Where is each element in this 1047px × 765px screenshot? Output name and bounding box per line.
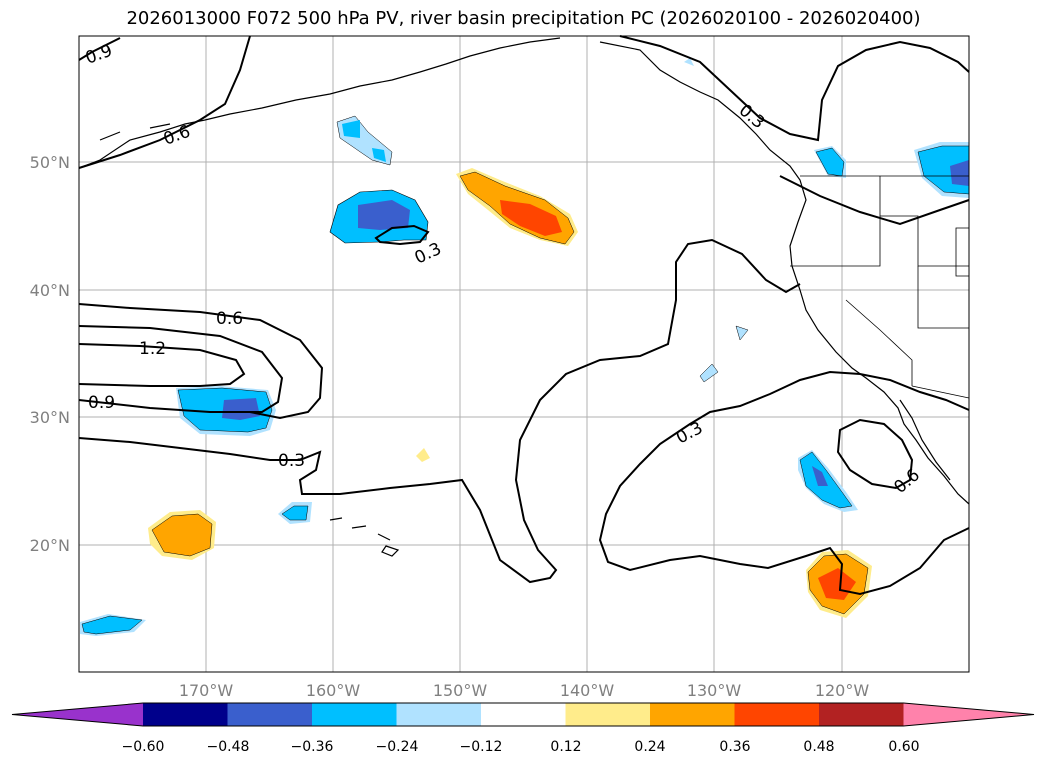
- map-title: 2026013000 F072 500 hPa PV, river basin …: [126, 8, 921, 29]
- pv-contours: [78, 35, 970, 596]
- colorbar-cell: [312, 703, 397, 726]
- colorbar-tick-label: 0.48: [803, 739, 834, 755]
- contour-label: 1.2: [139, 339, 166, 359]
- colorbar-extend-max: [903, 703, 1034, 726]
- contour-label: 0.3: [278, 451, 305, 471]
- colorbar: −0.60 −0.48 −0.36 −0.24 −0.12 0.12 0.24 …: [11, 702, 1035, 755]
- borders: [790, 175, 970, 399]
- lat-tick-label: 50°N: [30, 153, 70, 172]
- colorbar-tick-label: −0.12: [460, 739, 503, 755]
- map-plot-area: 0.9 0.6 0.3 0.3 0.6 1.2 0.9 0.3 0.3 0.6: [78, 35, 970, 673]
- lat-tick-label: 30°N: [30, 408, 70, 427]
- colorbar-cell: [565, 703, 651, 726]
- colorbar-ticks: −0.60 −0.48 −0.36 −0.24 −0.12 0.12 0.24 …: [122, 739, 920, 755]
- colorbar-tick-label: −0.36: [291, 739, 334, 755]
- lat-ticks: 50°N 40°N 30°N 20°N: [30, 153, 70, 555]
- colorbar-tick-label: −0.24: [376, 739, 419, 755]
- colorbar-cell: [734, 703, 820, 726]
- colorbar-cell: [650, 703, 735, 726]
- lon-tick-label: 150°W: [433, 681, 488, 700]
- colorbar-cell: [396, 703, 482, 726]
- colorbar-cell: [819, 703, 904, 726]
- colorbar-cell: [227, 703, 313, 726]
- lon-tick-label: 130°W: [687, 681, 742, 700]
- colorbar-outline: [11, 702, 1035, 727]
- lon-ticks: 170°W 160°W 150°W 140°W 130°W 120°W: [179, 681, 870, 700]
- colorbar-extend-min: [12, 703, 143, 726]
- colorbar-tick-label: 0.12: [550, 739, 581, 755]
- colorbar-tick-label: 0.24: [634, 739, 665, 755]
- colorbar-tick-label: 0.36: [719, 739, 750, 755]
- contour-label: 0.9: [88, 393, 115, 413]
- lat-tick-label: 20°N: [30, 536, 70, 555]
- colorbar-cell: [481, 703, 566, 726]
- lat-tick-label: 40°N: [30, 281, 70, 300]
- contour-label: 0.6: [216, 309, 243, 329]
- precip-shading: [80, 58, 970, 636]
- lon-tick-label: 160°W: [306, 681, 361, 700]
- colorbar-tick-label: 0.60: [888, 739, 919, 755]
- lon-tick-label: 120°W: [815, 681, 870, 700]
- colorbar-cell: [143, 703, 228, 726]
- lon-tick-label: 140°W: [560, 681, 615, 700]
- colorbar-tick-label: −0.60: [122, 739, 165, 755]
- lon-tick-label: 170°W: [179, 681, 234, 700]
- colorbar-cells: [11, 702, 1035, 727]
- colorbar-tick-label: −0.48: [207, 739, 250, 755]
